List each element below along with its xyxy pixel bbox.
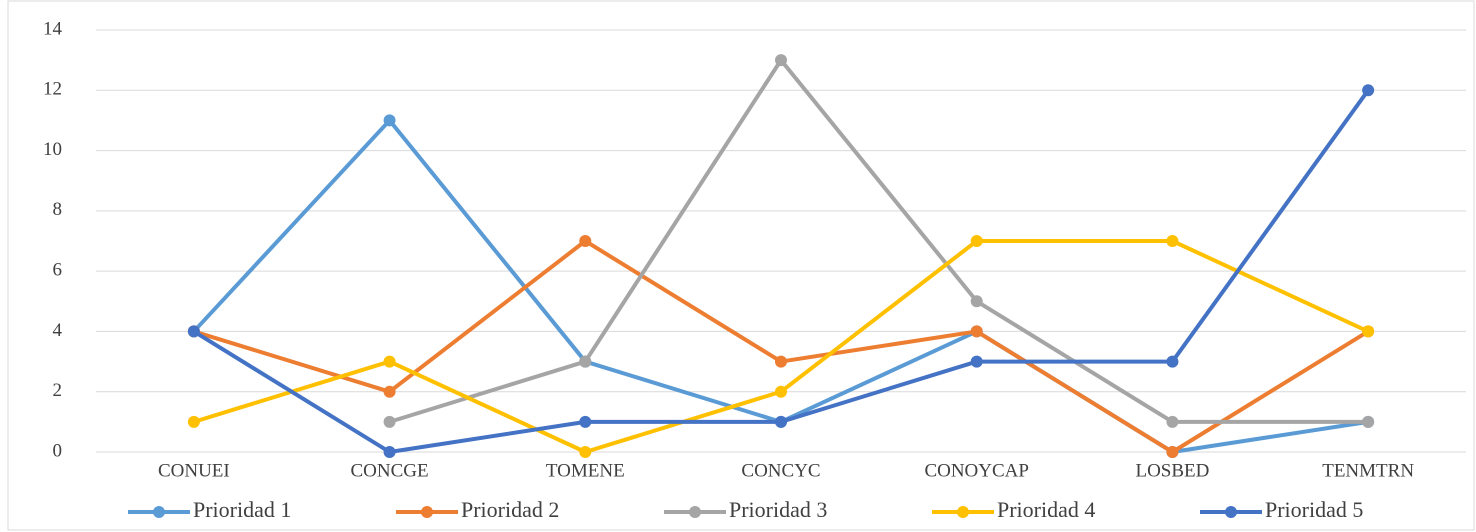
point (1166, 415, 1179, 428)
x-tick-label: CONCYC (741, 460, 820, 481)
chart-border (7, 0, 1475, 531)
point (1166, 235, 1179, 247)
series-line (388, 58, 1369, 424)
point (1362, 415, 1375, 428)
x-tick-label: CONUEI (158, 460, 230, 481)
point (383, 415, 396, 428)
point (187, 325, 200, 338)
point (775, 385, 787, 398)
point (970, 325, 983, 338)
x-tick-label: CONOYCAP (924, 460, 1029, 481)
y-tick-label: 10 (43, 139, 62, 160)
y-tick-label: 12 (43, 79, 62, 100)
point (775, 54, 787, 67)
legend-label: Prioridad 5 (1265, 497, 1363, 522)
legend-marker (689, 506, 701, 518)
legend-marker (957, 506, 969, 518)
legend-label: Prioridad 3 (729, 497, 827, 522)
point (1166, 446, 1179, 458)
point (579, 446, 592, 458)
point (383, 114, 396, 127)
point (579, 415, 592, 428)
x-tick-label: TENMTRN (1322, 460, 1414, 481)
y-tick-label: 14 (43, 18, 63, 39)
y-tick-label: 8 (53, 199, 63, 220)
legend-label: Prioridad 4 (997, 497, 1095, 522)
point (383, 355, 396, 368)
point (970, 295, 983, 308)
point (775, 415, 787, 428)
point (579, 355, 592, 368)
point (383, 385, 396, 398)
legend-label: Prioridad 2 (461, 497, 559, 522)
point (383, 446, 396, 458)
y-tick-label: 6 (53, 260, 63, 281)
point (1362, 325, 1375, 338)
y-tick-label: 4 (53, 320, 63, 341)
point (970, 235, 983, 247)
x-tick-label: LOSBED (1135, 460, 1209, 481)
legend-marker (1225, 506, 1237, 518)
point (1362, 84, 1375, 97)
y-tick-label: 0 (53, 440, 63, 461)
y-tick-label: 2 (53, 380, 63, 401)
point (579, 235, 592, 247)
point (1166, 355, 1179, 368)
point (775, 355, 787, 368)
x-tick-label: CONCGE (351, 460, 429, 481)
legend-label: Prioridad 1 (193, 497, 291, 522)
legend-marker (153, 506, 165, 518)
legend-marker (421, 506, 433, 518)
point (970, 355, 983, 368)
point (187, 415, 200, 428)
x-tick-label: TOMENE (546, 460, 625, 481)
